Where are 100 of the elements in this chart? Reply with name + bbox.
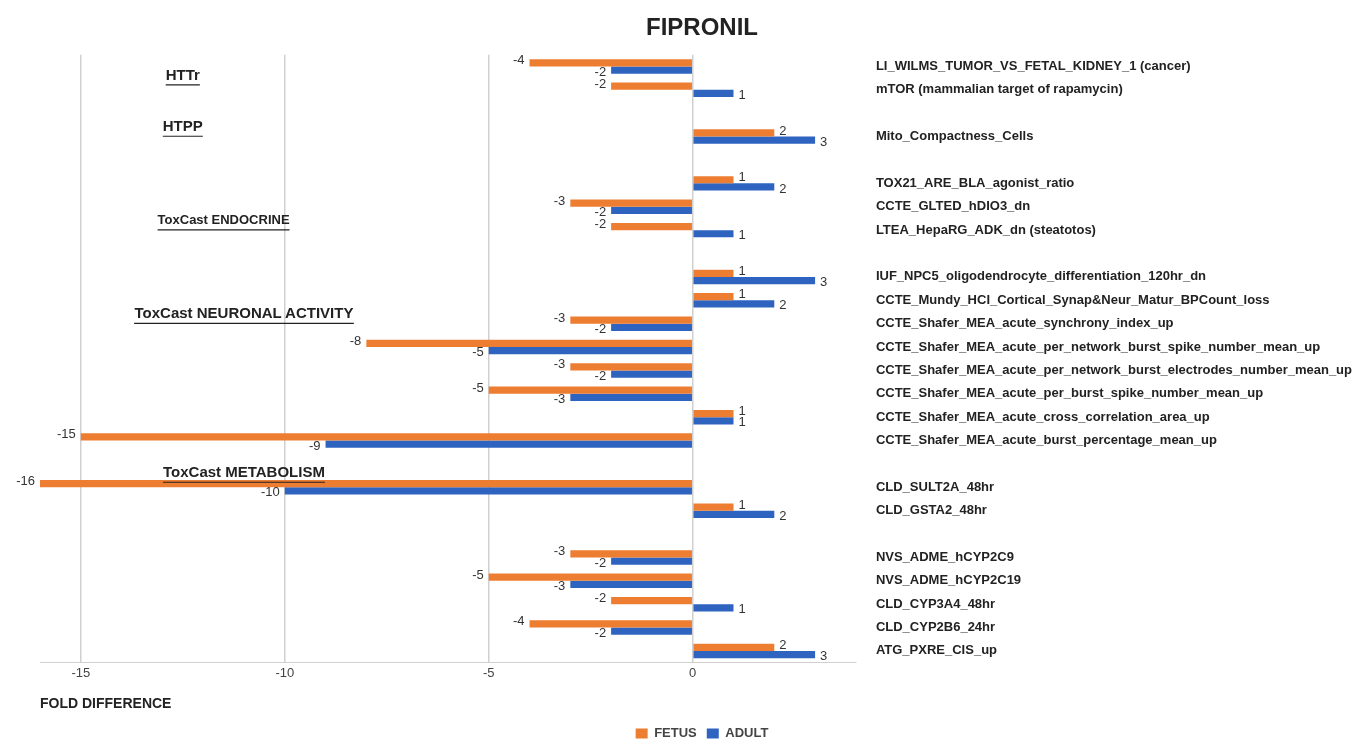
bar: [611, 596, 692, 605]
data-label: -3: [553, 192, 566, 208]
y-tick-label: CCTE_Shafer_MEA_acute_per_network_burst_spike_number_mean_up: [875, 338, 1321, 354]
y-tick-label: CCTE_Shafer_MEA_acute_cross_correlation_area_up: [875, 408, 1210, 424]
data-label: 3: [820, 133, 828, 149]
data-label: 1: [738, 496, 746, 512]
y-tick-label: NVS_ADME_hCYP2C9: [875, 548, 1014, 564]
data-label: -2: [594, 203, 607, 219]
bar: [570, 580, 692, 589]
data-label: -2: [594, 554, 607, 570]
bar: [488, 347, 692, 355]
data-label: -3: [553, 390, 566, 406]
bar: [488, 386, 692, 394]
x-axis-title: FOLD DIFFERENCE: [40, 695, 172, 712]
bar: [611, 206, 692, 214]
data-label: -3: [553, 356, 566, 372]
bar: [570, 393, 692, 402]
annotation: HTTr: [165, 65, 201, 83]
data-label: -4: [512, 613, 525, 629]
bar: [570, 316, 692, 324]
y-tick-label: NVS_ADME_hCYP2C19: [875, 572, 1022, 588]
data-label: 2: [779, 297, 787, 313]
x-tick-label: 0: [689, 664, 697, 680]
data-label: 1: [738, 262, 746, 278]
bar: [693, 409, 734, 418]
y-tick-label: LI_WILMS_TUMOR_VS_FETAL_KIDNEY_1 (cancer): [875, 58, 1191, 74]
y-tick-label: CCTE_Shafer_MEA_acute_per_network_burst_electrodes_number_mean_up: [875, 361, 1353, 377]
data-label: -3: [553, 577, 566, 593]
y-tick-label: CCTE_Shafer_MEA_acute_per_burst_spike_number_mean_up: [875, 385, 1264, 401]
bar: [693, 643, 775, 651]
data-label: -5: [472, 379, 484, 395]
data-label: 1: [738, 87, 746, 103]
data-label: -2: [594, 590, 607, 606]
y-tick-label: TOX21_ARE_BLA_agonist_ratio: [875, 174, 1075, 190]
data-label: 1: [738, 169, 746, 185]
y-tick-label: CCTE_Shafer_MEA_acute_burst_percentage_mean_up: [875, 432, 1217, 448]
data-label: -10: [260, 484, 280, 500]
bar: [693, 293, 734, 301]
x-tick-label: -10: [275, 664, 295, 680]
bar: [693, 136, 816, 144]
x-tick-label: -15: [71, 664, 91, 680]
data-label: 1: [738, 601, 746, 617]
bar: [611, 627, 692, 635]
bar: [693, 230, 734, 238]
bar: [693, 417, 734, 425]
y-tick-label: CLD_SULT2A_48hr: [875, 478, 995, 494]
bar: [693, 650, 816, 659]
data-label: -15: [57, 426, 76, 442]
annotation: ToxCast ENDOCRINE: [157, 212, 290, 228]
bar: [570, 363, 692, 371]
data-label: -9: [309, 437, 321, 453]
annotation: ToxCast METABOLISM: [163, 463, 325, 481]
bar: [611, 66, 692, 74]
bar: [488, 573, 692, 581]
data-label: -4: [512, 52, 525, 68]
y-tick-label: CLD_CYP3A4_48hr: [875, 595, 996, 611]
data-label: 2: [779, 636, 787, 652]
x-tick-label: -5: [482, 664, 495, 680]
y-tick-label: Mito_Compactness_Cells: [875, 128, 1034, 144]
y-tick-label: IUF_NPC5_oligodendrocyte_differentiation_120hr_dn: [875, 268, 1207, 284]
y-tick-label: LTEA_HepaRG_ADK_dn (steatotos): [875, 221, 1096, 237]
annotation: HTPP: [162, 117, 203, 135]
data-label: 1: [738, 286, 746, 302]
bar: [611, 370, 692, 378]
y-tick-label: CLD_CYP2B6_24hr: [875, 619, 996, 635]
bar: [611, 557, 692, 565]
bar: [611, 222, 692, 231]
data-label: 2: [779, 507, 787, 523]
bar: [693, 176, 734, 184]
data-label: -5: [472, 566, 484, 582]
data-label: -2: [594, 320, 607, 336]
data-label: -3: [553, 543, 566, 559]
data-label: 3: [820, 274, 828, 290]
y-tick-label: CCTE_Mundy_HCI_Cortical_Synap&Neur_Matur_BPCount_loss: [875, 291, 1270, 307]
bar: [693, 129, 775, 137]
data-label: -3: [553, 309, 566, 325]
bar: [570, 199, 692, 207]
chart-title: FIPRONIL: [646, 13, 758, 41]
bar: [570, 550, 692, 558]
bar: [611, 82, 692, 90]
annotation: ToxCast NEURONAL ACTIVITY: [134, 304, 354, 322]
data-label: 2: [779, 122, 787, 138]
bar: [529, 59, 692, 67]
bar: [693, 503, 734, 511]
y-tick-label: mTOR (mammalian target of rapamycin): [875, 81, 1123, 97]
bar: [693, 276, 816, 285]
data-label: -5: [472, 344, 484, 360]
bar: [693, 269, 734, 277]
y-tick-label: CCTE_GLTED_hDIO3_dn: [875, 198, 1031, 214]
bar: [693, 604, 734, 612]
data-label: -2: [594, 624, 607, 640]
legend-label: FETUS: [654, 725, 698, 741]
data-label: -8: [349, 332, 362, 348]
y-tick-label: CLD_GSTA2_48hr: [875, 502, 987, 518]
bar: [284, 487, 692, 495]
data-label: -2: [594, 367, 607, 383]
bar: [80, 433, 692, 441]
y-tick-label: ATG_PXRE_CIS_up: [875, 642, 998, 658]
legend-label: ADULT: [725, 725, 769, 741]
data-label: 2: [779, 180, 787, 196]
